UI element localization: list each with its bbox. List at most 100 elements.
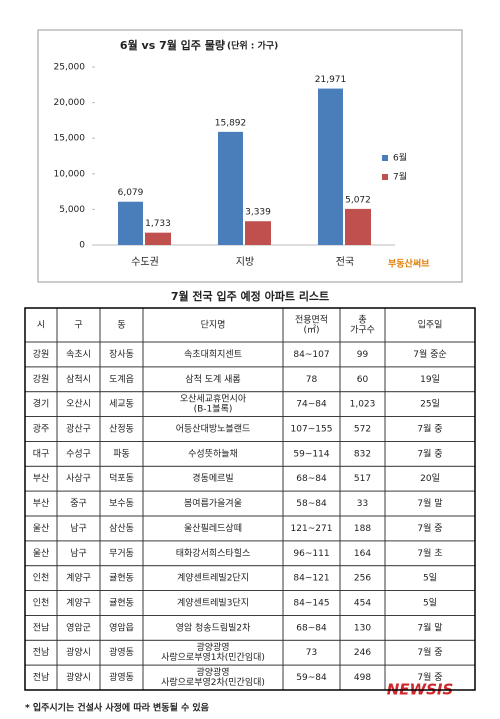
table-cell: 454 [354,599,371,609]
y-tick-label: 10,000 [54,169,86,179]
table-cell: 강원 [33,349,50,360]
y-tick-label: 20,000 [54,98,86,108]
table-cell: 7월 말 [417,621,442,633]
table-frame [24,307,476,691]
table-cell: 광영동 [109,671,134,683]
table-cell: 25일 [420,399,440,410]
table-cell: 어등산대방노블랜드 [176,424,251,435]
y-tick-label: 25,000 [54,63,86,73]
table-cell: 5일 [423,573,437,584]
table-cell: 광양시 [66,646,91,658]
table-cell: 귤현동 [109,573,134,584]
table-cell: 121~271 [291,524,333,534]
table-cell: 수성뜻하늘채 [188,448,238,459]
table-cell: 188 [354,524,371,534]
table-cell: 삼산동 [109,523,134,534]
table-cell: 삼척시 [66,374,91,385]
table-cell: 256 [354,574,371,584]
table-cell: 사랑으로부영1차(민간임대) [161,651,265,663]
table-cell: 파동 [113,448,130,459]
legend-label: 6월 [393,152,407,164]
table-cell: 귤현동 [109,598,134,609]
table-cell: 68~84 [296,474,327,484]
table-cell: 19일 [420,374,440,385]
value-label: 15,892 [215,118,247,128]
table-title: 7월 전국 입주 예정 아파트 리스트 [171,289,329,303]
table-header-cell: (㎡) [303,325,319,336]
table-header-cell: 구 [74,320,82,331]
table-cell: 59~114 [293,449,329,459]
value-label: 21,971 [315,75,347,85]
table-cell: 계양센트레빌2단지 [177,572,249,584]
table-cell: 울산필레드상떼 [184,522,242,534]
table-cell: 전남 [33,647,50,658]
table-cell: 보수동 [109,498,134,509]
x-tick-label: 지방 [236,256,254,268]
table-header-cell: 전용면적 [295,314,328,326]
table-cell: 영암읍 [109,621,134,633]
table-cell: 84~107 [293,350,329,360]
value-label: 1,733 [145,219,171,229]
table-cell: 광양광영 [196,666,229,678]
table-cell: 광양시 [66,671,91,683]
table-cell: 태화강서희스타힐스 [176,547,251,559]
table-cell: 인천 [33,573,50,584]
table-cell: 무거동 [109,548,134,559]
table-header-cell: 단지명 [201,320,226,331]
table-cell: 계양구 [66,572,91,584]
value-label: 3,339 [245,208,271,218]
table-cell: 세교동 [109,399,134,410]
table-cell: 중구 [70,498,87,509]
table-cell: 인천 [33,598,50,609]
table-cell: 572 [354,425,371,435]
bar [345,208,371,245]
table-cell: 전남 [33,672,50,683]
table-cell: 산정동 [109,424,134,435]
table-cell: 58~84 [296,499,327,509]
table-cell: 부산 [33,498,50,509]
table-cell: 7월 초 [417,547,442,559]
legend-swatch [382,174,388,180]
table-cell: 덕포동 [109,473,134,484]
table-cell: 164 [354,549,371,559]
table-cell: 대구 [33,448,50,459]
table-header-cell: 입주일 [418,319,443,331]
table-cell: 봄여름가을겨울 [184,497,242,509]
table-cell: 1,023 [350,400,376,410]
table-cell: 광양광영 [196,641,229,653]
table-cell: 99 [357,350,369,360]
table-cell: 7월 중 [417,447,442,459]
table-cell: 남구 [70,523,87,534]
bar [245,221,271,245]
table-cell: 33 [357,499,368,509]
table-cell: 강원 [33,374,50,385]
table-cell: 광영동 [109,646,134,658]
table-cell: 오산세교휴먼시아 [180,394,247,405]
table-cell: 영암 청송드림빌2차 [176,621,252,633]
y-tick-label: 15,000 [54,134,86,144]
value-label: 5,072 [345,195,371,205]
table-cell: 경기 [33,398,50,410]
table-cell: 광산구 [66,423,91,435]
table-cell: 517 [354,474,371,484]
table-cell: 74~84 [296,400,327,410]
table-header-cell: 총 [358,315,366,326]
table-cell: 7월 중 [417,522,442,534]
table-cell: 84~121 [293,574,329,584]
table-cell: 전남 [33,622,50,633]
table-cell: 부산 [33,473,50,484]
table-cell: 도계읍 [109,373,134,385]
table-cell: 20일 [420,473,440,484]
table-cell: 107~155 [291,425,333,435]
table-cell: 59~84 [296,673,327,683]
table-cell: 7월 중순 [413,348,446,360]
table-header-cell: 가구수 [350,325,375,336]
table-cell: 78 [306,375,318,385]
table-cell: 84~145 [293,599,329,609]
table-cell: 130 [354,623,371,633]
table-cell: 계양구 [66,597,91,609]
table-cell: 73 [306,648,317,658]
table-header-cell: 시 [37,320,45,331]
table-cell: 계양센트레빌3단지 [177,597,249,609]
